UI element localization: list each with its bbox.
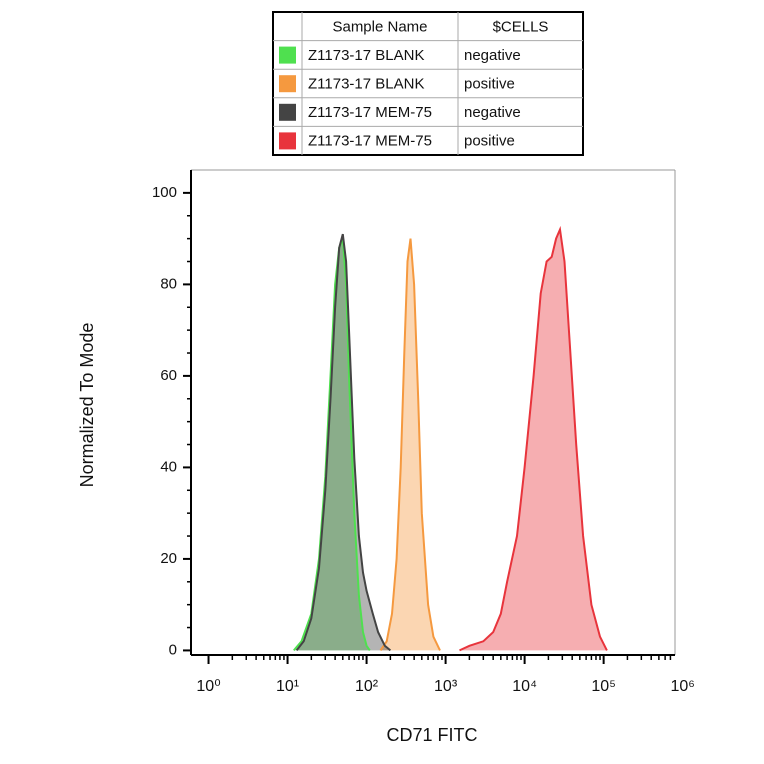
y-tick-label: 100 xyxy=(152,184,177,201)
y-tick-label: 80 xyxy=(160,275,177,292)
legend-swatch xyxy=(279,75,296,93)
legend-name: Z1173-17 BLANK xyxy=(308,75,424,92)
legend-name: Z1173-17 MEM-75 xyxy=(308,133,432,150)
y-tick-label: 0 xyxy=(169,641,177,658)
series-area xyxy=(293,238,370,651)
legend-cells: positive xyxy=(464,133,515,150)
series-area xyxy=(380,238,440,651)
y-tick-label: 20 xyxy=(160,550,177,567)
series-area xyxy=(459,229,607,651)
series-line xyxy=(459,225,608,652)
y-tick-label: 60 xyxy=(160,367,177,384)
x-tick-label: 10⁴ xyxy=(512,678,537,695)
legend-border xyxy=(272,11,584,156)
series-line xyxy=(295,233,392,652)
legend-cells: negative xyxy=(464,104,521,121)
x-tick-label: 10¹ xyxy=(276,678,299,695)
legend-swatch xyxy=(279,132,296,150)
x-tick-label: 10³ xyxy=(434,678,458,695)
x-tick-label: 10⁶ xyxy=(670,678,694,695)
y-axis-label: Normalized To Mode xyxy=(77,323,97,488)
legend-header: $CELLS xyxy=(493,18,549,35)
series-area xyxy=(296,234,391,651)
x-tick-label: 10² xyxy=(355,678,379,695)
legend-name: Z1173-17 MEM-75 xyxy=(308,104,432,121)
y-tick-label: 40 xyxy=(160,458,177,475)
legend-header: Sample Name xyxy=(332,18,427,35)
legend-cells: positive xyxy=(464,75,515,92)
legend-name: Z1173-17 BLANK xyxy=(308,47,424,64)
series-line xyxy=(379,238,441,651)
legend-cells: negative xyxy=(464,47,521,64)
x-axis-label: CD71 FITC xyxy=(386,725,477,745)
legend: Sample Name $CELLS Z1173-17 BLANK negative Z… xyxy=(272,11,584,156)
legend-swatch xyxy=(279,46,296,64)
legend-swatch xyxy=(279,103,296,121)
x-tick-label: 10⁰ xyxy=(196,678,220,695)
x-tick-label: 10⁵ xyxy=(591,678,615,695)
